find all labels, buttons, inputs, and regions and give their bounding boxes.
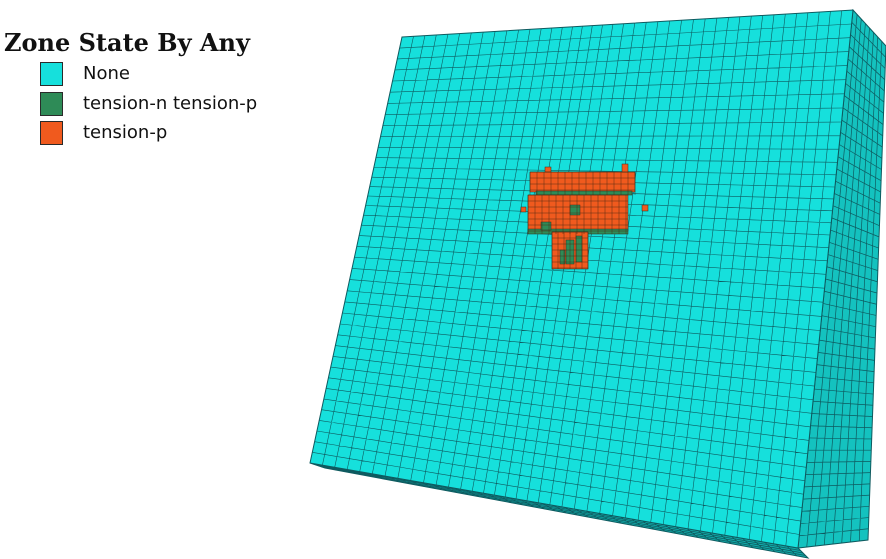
failure-cell: [544, 166, 552, 173]
right-face-grid: [799, 14, 886, 548]
bottom-face-grid: [313, 463, 806, 557]
failure-cell: [641, 204, 649, 212]
legend-label-tension-n-tension-p: tension-n tension-p: [83, 93, 258, 114]
cube-right-face: [797, 8, 886, 549]
failure-cell: [621, 163, 629, 173]
failure-grid: [527, 171, 636, 269]
legend-swatch-tension-p: [40, 121, 63, 145]
legend-title: Zone State By Any: [4, 28, 250, 57]
failure-slab-edge: [535, 190, 633, 196]
legend: Zone State By Any None tension-n tension…: [0, 0, 320, 160]
failure-patch: [540, 221, 552, 231]
legend-label-none: None: [83, 63, 130, 84]
failure-zone: [520, 163, 649, 270]
legend-label-tension-p: tension-p: [83, 122, 168, 143]
front-face-fill: [309, 9, 854, 549]
legend-swatch-tension-n-tension-p: [40, 92, 63, 116]
failure-slab-top: [529, 171, 636, 193]
failure-patch: [569, 204, 581, 216]
cube-front-face: [309, 9, 854, 549]
failure-patch: [575, 235, 583, 263]
legend-swatch-none: [40, 62, 63, 86]
failure-cell: [520, 206, 527, 213]
